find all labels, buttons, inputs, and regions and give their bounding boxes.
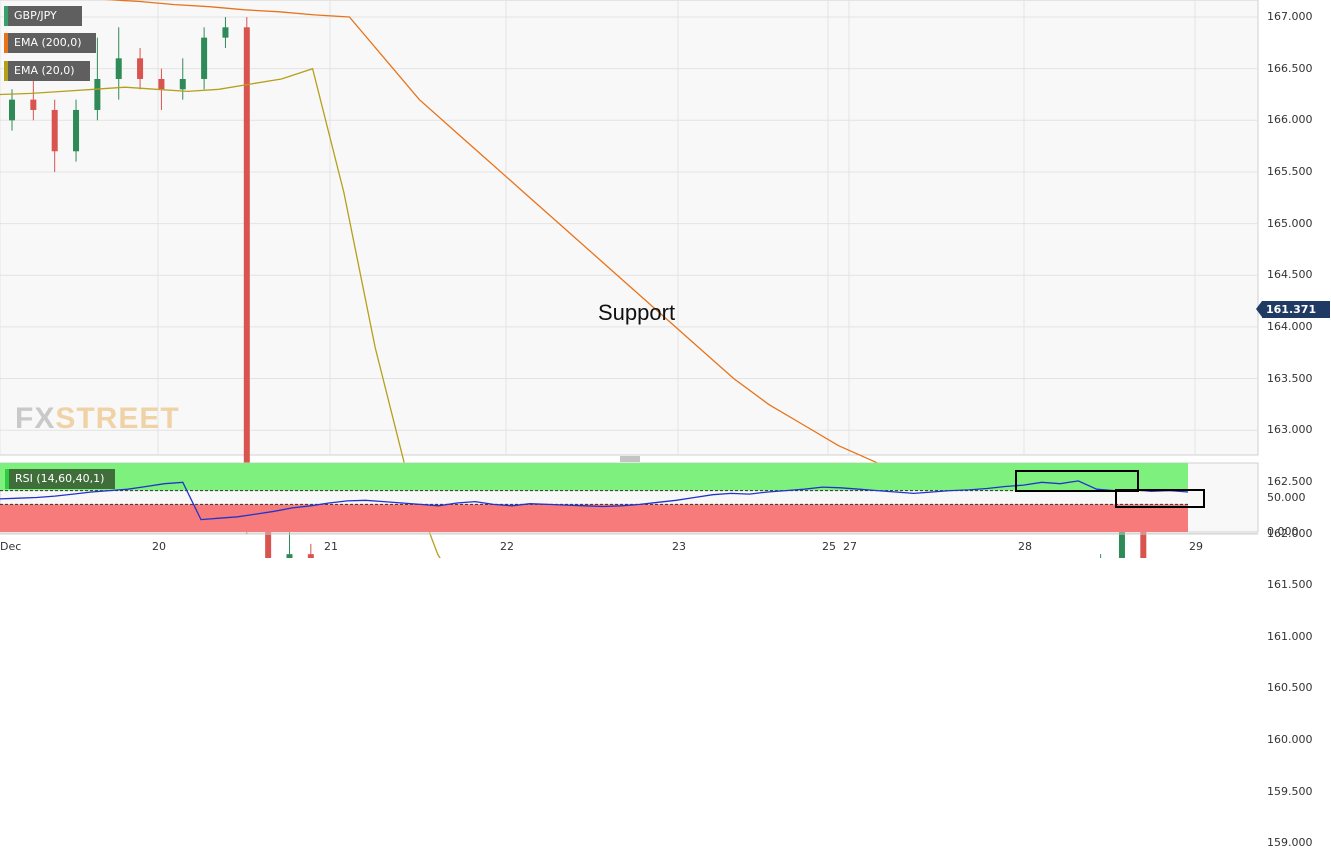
y-tick-label: 162.500 (1267, 474, 1313, 488)
x-tick-label: 28 (1018, 540, 1032, 553)
ema20-legend[interactable]: EMA (20,0) (4, 61, 90, 81)
y-tick-label: 165.000 (1267, 216, 1313, 230)
candle-body (73, 109, 80, 152)
fxstreet-watermark: FXSTREET (15, 402, 180, 436)
main-pane-bg (0, 0, 1259, 456)
x-tick-label: 22 (500, 540, 514, 553)
candle-body (201, 37, 208, 79)
candle-body (115, 58, 122, 79)
y-tick-label: 164.000 (1267, 319, 1313, 333)
ema200-legend[interactable]: EMA (200,0) (4, 33, 96, 53)
y-tick-label: 162.000 (1267, 526, 1313, 540)
watermark-street: STREET (55, 402, 180, 435)
rsi-overbought-zone (0, 463, 1188, 491)
candle-body (158, 78, 165, 90)
candle-body (307, 554, 314, 679)
candle-body (1140, 512, 1147, 586)
rsi-highlight-box-1 (1015, 470, 1139, 492)
ema20-legend-text: EMA (20,0) (14, 64, 75, 77)
candle-body (9, 99, 15, 121)
candle-body (179, 78, 186, 90)
rsi-legend-text: RSI (14,60,40,1) (15, 472, 105, 485)
rsi-tick-label: 0.000 (1267, 525, 1299, 538)
y-tick-label: 166.000 (1267, 113, 1313, 127)
watermark-fx: FX (15, 402, 56, 435)
y-tick-label: 164.500 (1267, 268, 1313, 282)
y-tick-label: 165.500 (1267, 164, 1313, 178)
symbol-label[interactable]: GBP/JPY (4, 6, 82, 26)
y-tick-label: 163.000 (1267, 423, 1313, 437)
candle-body (243, 27, 250, 524)
rsi-tick-label: 50.000 (1267, 490, 1306, 504)
candle-body (30, 99, 37, 110)
y-tick-label: 160.500 (1267, 681, 1313, 695)
y-tick-label: 161.500 (1267, 578, 1313, 592)
ema200-legend-text: EMA (200,0) (14, 36, 82, 49)
x-tick-label: 20 (152, 540, 166, 553)
x-tick-label: 27 (843, 540, 857, 553)
x-tick-label: 23 (672, 540, 686, 553)
x-tick-label: 25 (822, 540, 836, 553)
rsi-swatch (5, 469, 9, 489)
y-tick-label: 161.000 (1267, 629, 1313, 643)
x-tick-label: Dec (0, 540, 22, 553)
candle-body (137, 58, 144, 79)
rsi-line (0, 480, 1189, 521)
support-annotation: Support (598, 300, 676, 325)
y-tick-label: 163.500 (1267, 371, 1313, 385)
current-price-tag: 161.371 (1256, 301, 1330, 318)
candle-body (222, 27, 229, 38)
symbol-swatch (4, 6, 8, 26)
rsi-oversold-zone (0, 504, 1188, 532)
rsi-highlight-box-2 (1115, 489, 1205, 508)
ema200-swatch (4, 33, 8, 53)
y-tick-label: 159.000 (1267, 836, 1313, 849)
y-tick-label: 159.500 (1267, 784, 1313, 798)
x-tick-label: 29 (1189, 540, 1203, 553)
candle-body (94, 78, 101, 110)
pane-resize-handle[interactable] (620, 456, 640, 462)
y-tick-label: 160.000 (1267, 733, 1313, 747)
symbol-text: GBP/JPY (14, 9, 57, 22)
y-tick-label: 167.000 (1267, 10, 1313, 23)
candle-body (1118, 512, 1125, 565)
ema20-swatch (4, 61, 8, 81)
y-tick-label: 166.500 (1267, 61, 1313, 75)
candle-body (286, 554, 293, 637)
candle-body (51, 109, 58, 152)
x-tick-label: 21 (324, 540, 338, 553)
rsi-legend[interactable]: RSI (14,60,40,1) (5, 469, 115, 489)
